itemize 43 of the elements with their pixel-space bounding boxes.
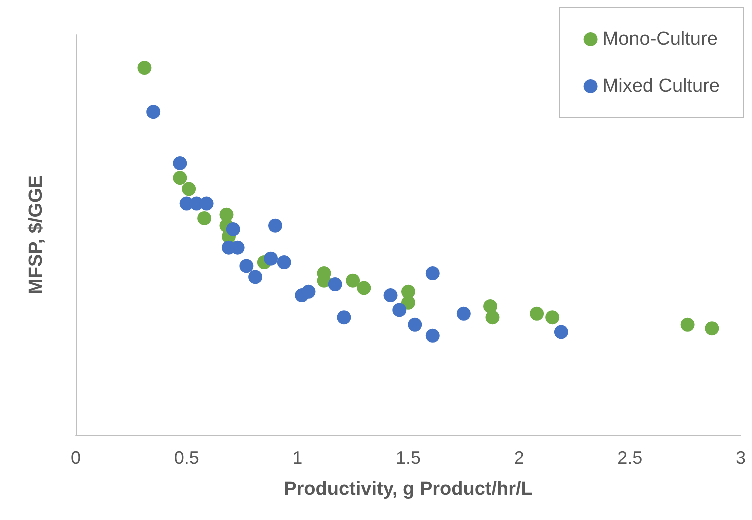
point bbox=[277, 256, 292, 270]
point bbox=[173, 171, 188, 186]
point bbox=[226, 222, 240, 236]
point bbox=[554, 325, 568, 340]
point bbox=[302, 284, 316, 299]
point bbox=[402, 296, 416, 310]
point bbox=[426, 328, 440, 343]
point bbox=[357, 281, 372, 296]
point bbox=[346, 274, 360, 288]
point bbox=[328, 278, 342, 292]
point bbox=[337, 310, 352, 325]
point bbox=[240, 259, 254, 274]
point bbox=[268, 218, 282, 233]
legend-label: Mixed Culture bbox=[602, 76, 720, 97]
x-tick-label: 1.5 bbox=[396, 448, 422, 468]
x-axis-title: Productivity, g Product/hr/L bbox=[284, 479, 534, 500]
point bbox=[173, 156, 188, 170]
point bbox=[486, 310, 500, 325]
point bbox=[146, 105, 161, 120]
point bbox=[392, 303, 407, 318]
y-axis-title: MFSP, $/GGE bbox=[26, 176, 47, 294]
x-tick-label: 1 bbox=[292, 448, 303, 468]
point bbox=[198, 211, 212, 226]
point bbox=[705, 322, 720, 336]
point bbox=[456, 306, 471, 321]
point bbox=[546, 310, 560, 325]
point bbox=[530, 306, 544, 321]
point bbox=[182, 182, 196, 196]
point bbox=[264, 252, 278, 266]
point bbox=[384, 288, 398, 303]
point bbox=[138, 61, 152, 76]
x-tick-label: 3 bbox=[736, 448, 746, 468]
point bbox=[484, 300, 498, 314]
x-tick-label: 0 bbox=[70, 448, 82, 468]
legend-label: Mono-Culture bbox=[602, 29, 718, 50]
point bbox=[200, 196, 214, 211]
x-tick-label: 0.5 bbox=[174, 448, 200, 468]
x-tick-label: 2 bbox=[514, 448, 524, 468]
x-tick-label: 2.5 bbox=[618, 448, 643, 468]
point bbox=[248, 270, 263, 284]
point bbox=[408, 318, 422, 332]
point bbox=[680, 318, 695, 332]
point bbox=[426, 266, 440, 281]
